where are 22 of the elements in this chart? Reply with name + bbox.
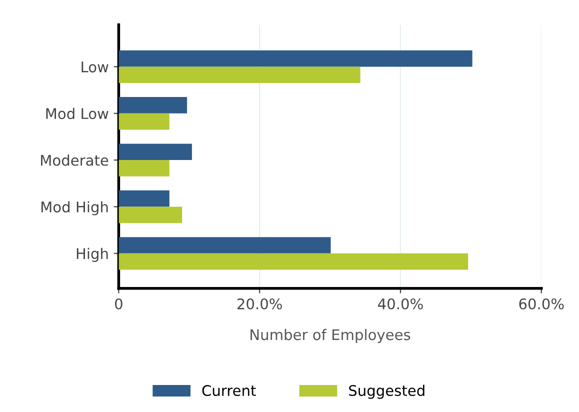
bar [118, 50, 472, 67]
x-axis-title: Number of Employees [250, 328, 410, 344]
bar [118, 97, 188, 114]
x-tick-label: 20.0% [237, 298, 282, 310]
bar [118, 253, 468, 270]
legend-label: Suggested [349, 384, 424, 399]
x-tick-label: 0 [115, 298, 122, 310]
bar [118, 206, 182, 224]
x-tick-label: 60.0% [519, 298, 564, 310]
y-tick-label: Low [82, 62, 108, 72]
bar [118, 160, 170, 176]
y-tick-label: High [76, 248, 108, 262]
y-tick-label: Moderate [41, 154, 108, 166]
bar [118, 190, 170, 207]
bar [118, 113, 170, 130]
legend-label: Current [202, 385, 256, 396]
bar [118, 144, 192, 160]
y-tick-label: Mod Low [46, 108, 108, 120]
x-tick-label: 40.0% [378, 298, 423, 310]
y-tick-label: Mod High [41, 201, 108, 216]
bar [118, 237, 331, 254]
bar [118, 66, 360, 84]
